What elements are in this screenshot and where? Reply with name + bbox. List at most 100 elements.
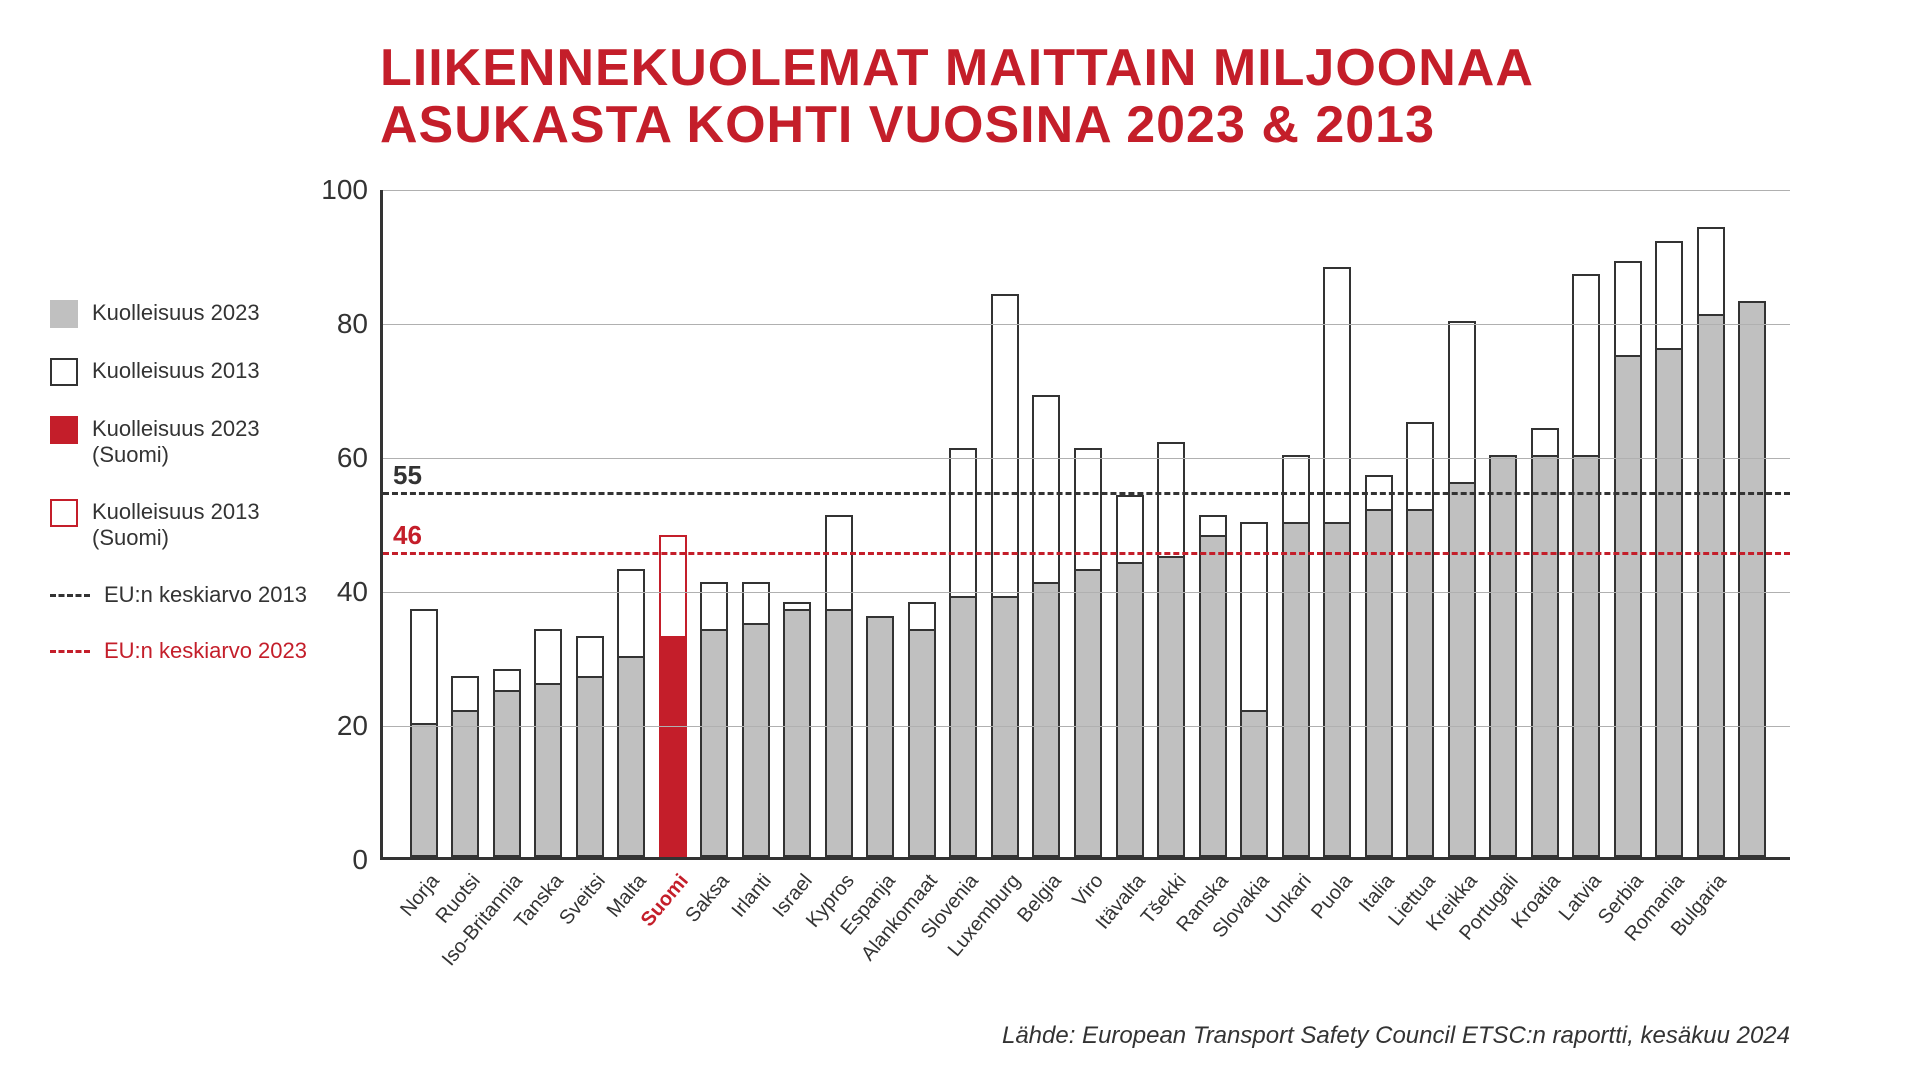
y-tick-label: 60 (308, 442, 368, 474)
bar-group (451, 190, 479, 857)
bar-2023 (1282, 522, 1310, 857)
bar-group (866, 190, 894, 857)
reference-line-eu2023 (383, 552, 1790, 555)
bar-2023 (1572, 455, 1600, 857)
bar-group (1240, 190, 1268, 857)
y-tick-label: 20 (308, 710, 368, 742)
bar-group (576, 190, 604, 857)
bar-2023 (534, 683, 562, 857)
legend-label-2013: Kuolleisuus 2013 (92, 358, 260, 384)
bar-2023 (1614, 355, 1642, 858)
bar-group (783, 190, 811, 857)
bar-2023 (1032, 582, 1060, 857)
bar-2023 (1697, 314, 1725, 857)
legend-label-2023-suomi: Kuolleisuus 2023 (Suomi) (92, 416, 312, 469)
bar-2023 (1406, 509, 1434, 857)
bar-group (700, 190, 728, 857)
x-axis-label: Unkari (1261, 870, 1316, 929)
bar-group (1614, 190, 1642, 857)
gridline (383, 726, 1790, 727)
legend-label-eu2013: EU:n keskiarvo 2013 (104, 582, 307, 608)
bar-2023 (866, 616, 894, 857)
dash-eu2023 (50, 650, 90, 653)
bar-group (949, 190, 977, 857)
bar-group (1406, 190, 1434, 857)
bar-group (534, 190, 562, 857)
bar-group (1032, 190, 1060, 857)
bar-group (617, 190, 645, 857)
bar-2023 (410, 723, 438, 857)
bars-container (383, 190, 1790, 857)
bar-2023 (1531, 455, 1559, 857)
bar-group (1448, 190, 1476, 857)
bar-2023 (1323, 522, 1351, 857)
source-text: Lähde: European Transport Safety Council… (1002, 1022, 1790, 1050)
bar-group (1531, 190, 1559, 857)
reference-line-eu2013 (383, 492, 1790, 495)
bar-2023 (1448, 482, 1476, 857)
bar-2023 (617, 656, 645, 857)
title-line2: ASUKASTA KOHTI VUOSINA 2023 & 2013 (380, 96, 1435, 154)
bar-2023 (1738, 301, 1766, 857)
bar-group (1157, 190, 1185, 857)
x-axis-label: Irlanti (727, 870, 776, 922)
bar-group (1116, 190, 1144, 857)
bar-2023 (825, 609, 853, 857)
legend-item-2023-suomi: Kuolleisuus 2023 (Suomi) (50, 416, 312, 469)
legend-item-2013: Kuolleisuus 2013 (50, 358, 312, 386)
legend-label-eu2023: EU:n keskiarvo 2023 (104, 638, 307, 664)
x-axis-label: Belgia (1014, 870, 1067, 927)
bar-2023 (576, 676, 604, 857)
swatch-2023-suomi (50, 416, 78, 444)
bar-group (908, 190, 936, 857)
bar-2023 (493, 690, 521, 858)
bar-2023 (1240, 710, 1268, 857)
legend-label-2013-suomi: Kuolleisuus 2013 (Suomi) (92, 499, 312, 552)
gridline (383, 324, 1790, 325)
bar-2023 (1655, 348, 1683, 857)
bar-2023 (659, 636, 687, 857)
bar-group (1199, 190, 1227, 857)
legend-item-2013-suomi: Kuolleisuus 2013 (Suomi) (50, 499, 312, 552)
legend-item-2023: Kuolleisuus 2023 (50, 300, 312, 328)
bar-group (1655, 190, 1683, 857)
reference-label-eu2023: 46 (393, 520, 422, 551)
x-axis-label: Sveitsi (555, 870, 610, 930)
y-tick-label: 40 (308, 576, 368, 608)
bar-group (1323, 190, 1351, 857)
y-tick-label: 0 (308, 844, 368, 876)
bar-group (1572, 190, 1600, 857)
swatch-2013 (50, 358, 78, 386)
gridline (383, 190, 1790, 191)
chart-area: 0204060801005546 (380, 190, 1790, 860)
bar-group (1697, 190, 1725, 857)
bar-2023 (742, 623, 770, 858)
plot: 0204060801005546 (380, 190, 1790, 860)
gridline (383, 592, 1790, 593)
bar-2023 (1365, 509, 1393, 857)
y-tick-label: 80 (308, 308, 368, 340)
bar-2023 (1116, 562, 1144, 857)
swatch-2023 (50, 300, 78, 328)
bar-group (1738, 190, 1766, 857)
bar-group (1365, 190, 1393, 857)
bar-2023 (1489, 455, 1517, 857)
bar-group (659, 190, 687, 857)
x-axis-label: Saksa (682, 870, 735, 927)
legend-item-eu2023: EU:n keskiarvo 2023 (50, 638, 312, 664)
bar-group (991, 190, 1019, 857)
bar-2023 (908, 629, 936, 857)
bar-group (1489, 190, 1517, 857)
gridline (383, 458, 1790, 459)
x-axis-label: Puola (1307, 870, 1358, 924)
dash-eu2013 (50, 594, 90, 597)
bar-2023 (783, 609, 811, 857)
bar-group (1282, 190, 1310, 857)
legend-item-eu2013: EU:n keskiarvo 2013 (50, 582, 312, 608)
reference-label-eu2013: 55 (393, 460, 422, 491)
bar-group (1074, 190, 1102, 857)
bar-group (742, 190, 770, 857)
chart-title: LIIKENNEKUOLEMAT MAITTAIN MILJOONAA ASUK… (380, 40, 1534, 154)
legend-label-2023: Kuolleisuus 2023 (92, 300, 260, 326)
y-tick-label: 100 (308, 174, 368, 206)
